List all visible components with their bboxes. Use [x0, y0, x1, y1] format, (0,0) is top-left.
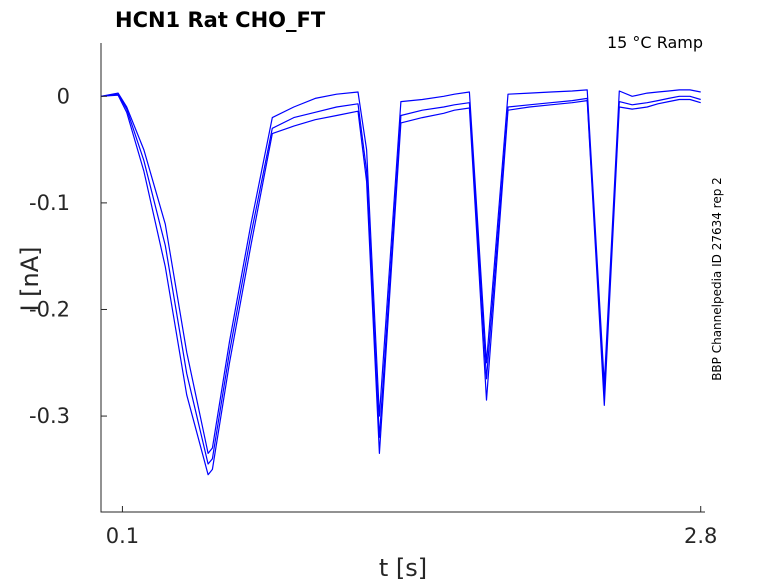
y-tick-label: 0 — [57, 84, 70, 108]
y-axis-ticks: 0 -0.1 -0.2 -0.3 — [29, 84, 107, 428]
trace-3 — [100, 94, 701, 476]
condition-annotation: 15 °C Ramp — [607, 33, 703, 52]
trace-2 — [100, 93, 701, 465]
plot-area: 0 -0.1 -0.2 -0.3 0.1 2.8 — [29, 43, 717, 548]
x-tick-label: 2.8 — [684, 524, 717, 548]
y-axis-label: I [nA] — [16, 246, 44, 311]
channelpedia-id-label: BBP Channelpedia ID 27634 rep 2 — [710, 177, 724, 381]
chart-title: HCN1 Rat CHO_FT — [115, 8, 326, 32]
y-tick-label: -0.3 — [29, 404, 70, 428]
x-tick-label: 0.1 — [106, 524, 139, 548]
x-axis-ticks: 0.1 2.8 — [106, 506, 717, 548]
axis-lines — [100, 43, 705, 513]
y-tick-label: -0.1 — [29, 191, 70, 215]
x-axis-label: t [s] — [379, 554, 427, 582]
current-traces — [100, 89, 701, 476]
y-tick-label: -0.2 — [29, 297, 70, 321]
trace-1 — [100, 89, 701, 454]
